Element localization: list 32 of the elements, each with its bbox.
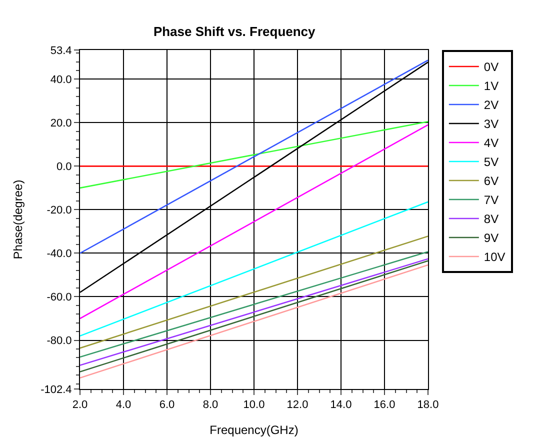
- legend-label: 2V: [484, 98, 499, 112]
- x-tick-label: 16.0: [374, 399, 396, 412]
- x-tick-label: 18.0: [417, 399, 439, 412]
- y-tick-label: -60.0: [46, 292, 72, 304]
- legend-label: 9V: [484, 231, 499, 246]
- x-tick-label: 14.0: [330, 399, 352, 412]
- y-tick-label: 53.4: [50, 44, 72, 57]
- legend-label: 8V: [484, 212, 499, 226]
- legend-label: 5V: [484, 155, 499, 170]
- x-tick-label: 10.0: [243, 399, 265, 412]
- legend-label: 1V: [484, 79, 499, 94]
- x-tick-label: 6.0: [159, 399, 175, 412]
- x-tick-label: 4.0: [116, 399, 132, 412]
- y-tick-label: -40.0: [46, 248, 72, 260]
- legend-label: 7V: [484, 193, 499, 208]
- y-tick-label: -102.4: [40, 384, 72, 396]
- y-tick-label: -80.0: [46, 335, 72, 348]
- x-tick-label: 12.0: [286, 399, 308, 412]
- x-tick-label: 8.0: [202, 399, 218, 412]
- chart-title: Phase Shift vs. Frequency: [153, 24, 316, 39]
- y-axis-title: Phase(degree): [10, 180, 25, 260]
- legend-label: 6V: [484, 174, 499, 188]
- legend-label: 10V: [484, 250, 506, 264]
- legend-label: 4V: [484, 136, 499, 150]
- legend-label: 3V: [484, 117, 499, 132]
- legend-label: 0V: [484, 60, 499, 74]
- y-tick-label: 40.0: [50, 74, 72, 86]
- y-tick-label: -20.0: [46, 204, 72, 217]
- y-tick-label: 20.0: [50, 118, 72, 130]
- x-tick-label: 2.0: [72, 399, 88, 412]
- x-axis-title: Frequency(GHz): [210, 423, 298, 438]
- y-tick-label: 0.0: [56, 161, 72, 174]
